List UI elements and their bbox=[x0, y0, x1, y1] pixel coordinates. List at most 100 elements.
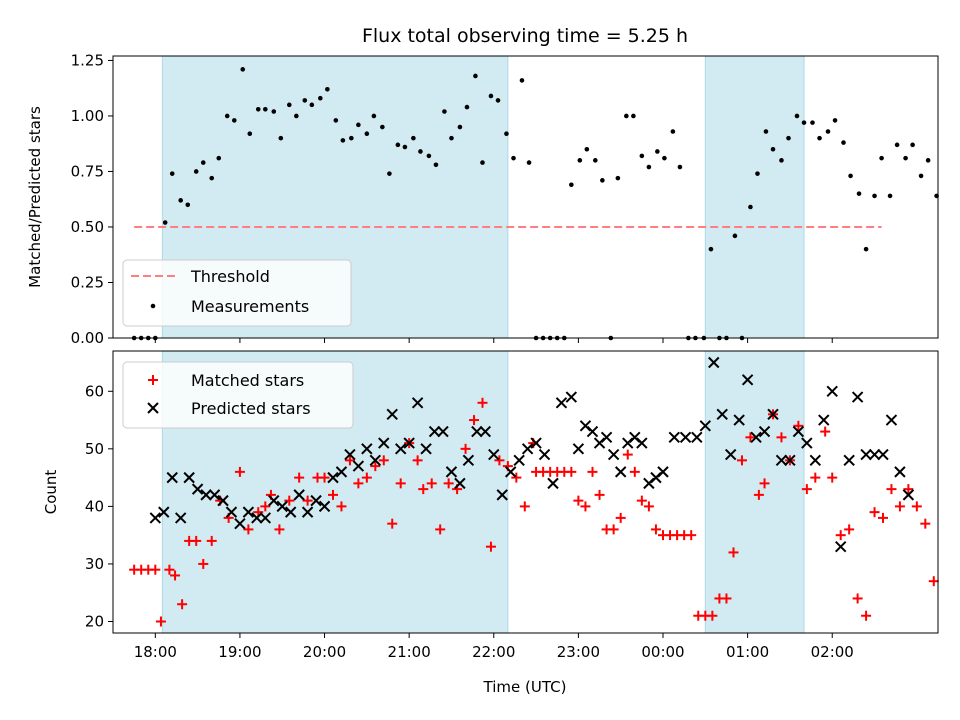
legend-predicted-marker bbox=[147, 402, 159, 414]
matched-star-point bbox=[353, 478, 364, 489]
measurement-point bbox=[801, 120, 807, 125]
predicted-star-point bbox=[208, 489, 221, 501]
measurement-point bbox=[879, 155, 884, 161]
matched-star-point bbox=[418, 484, 429, 495]
predicted-star-point bbox=[411, 397, 424, 409]
legend-matched-label: Matched stars bbox=[191, 371, 304, 390]
matched-star-point bbox=[869, 507, 880, 518]
predicted-star-point bbox=[225, 506, 238, 518]
predicted-star-point bbox=[691, 431, 703, 444]
measurement-point bbox=[646, 164, 652, 170]
top-x-ticks bbox=[154, 338, 833, 343]
legend-threshold-label: Threshold bbox=[190, 267, 270, 286]
measurement-point bbox=[209, 175, 215, 181]
top-legend-box bbox=[122, 259, 352, 327]
predicted-star-point bbox=[843, 454, 855, 467]
matched-star-point bbox=[344, 455, 355, 466]
predicted-star-point bbox=[860, 448, 872, 461]
measurement-point bbox=[894, 142, 900, 148]
predicted-star-point bbox=[378, 437, 390, 449]
predicted-star-point bbox=[242, 506, 255, 518]
predicted-star-point bbox=[834, 540, 847, 553]
measurement-point bbox=[910, 142, 915, 148]
matched-star-point bbox=[827, 472, 838, 483]
matched-star-point bbox=[928, 576, 939, 587]
matched-star-point bbox=[284, 495, 295, 506]
matched-star-point bbox=[844, 524, 855, 535]
matched-star-point bbox=[426, 478, 437, 489]
matched-star-point bbox=[460, 443, 471, 454]
top-axes-frame bbox=[112, 55, 939, 339]
matched-star-point bbox=[519, 501, 530, 512]
measurement-point bbox=[825, 129, 831, 134]
predicted-star-point bbox=[361, 443, 373, 455]
matched-star-point bbox=[328, 489, 338, 500]
matched-star-point bbox=[594, 489, 605, 500]
predicted-star-point bbox=[200, 489, 212, 501]
bottom-y-tick-label: 40 bbox=[85, 497, 104, 515]
top-y-axis-label: Matched/Predicted stars bbox=[26, 106, 44, 288]
matched-star-point bbox=[155, 616, 166, 627]
matched-star-point bbox=[615, 512, 626, 523]
predicted-star-point bbox=[792, 425, 805, 438]
predicted-star-point bbox=[530, 437, 542, 449]
top-legend: Threshold Measurements bbox=[122, 259, 352, 327]
predicted-star-point bbox=[636, 437, 648, 449]
bottom-y-tick-label: 60 bbox=[85, 382, 104, 400]
matched-star-point bbox=[177, 599, 188, 610]
top-y-tick-label: 1.25 bbox=[71, 51, 104, 69]
top-y-tick-label: 0.25 bbox=[71, 273, 104, 291]
predicted-star-point bbox=[284, 506, 297, 518]
predicted-star-point bbox=[462, 454, 475, 467]
measurement-point bbox=[600, 178, 605, 183]
predicted-star-point bbox=[149, 512, 162, 524]
measurement-point bbox=[670, 129, 676, 134]
predicted-star-point bbox=[758, 425, 771, 438]
matched-star-point bbox=[260, 501, 271, 512]
predicted-star-point bbox=[276, 500, 288, 513]
matched-star-point bbox=[707, 610, 718, 621]
legend-matched-marker bbox=[148, 375, 158, 385]
measurement-point bbox=[903, 155, 908, 161]
measurement-point bbox=[178, 198, 183, 203]
matched-star-point bbox=[721, 593, 732, 604]
top-y-tick-label: 1.00 bbox=[71, 107, 104, 125]
predicted-star-point bbox=[352, 460, 365, 472]
bottom-plot-area bbox=[129, 356, 939, 627]
measurement-point bbox=[286, 102, 292, 108]
measurement-point bbox=[677, 164, 683, 170]
predicted-star-point bbox=[217, 494, 229, 507]
measurement-point bbox=[856, 191, 862, 196]
matched-star-point bbox=[622, 449, 633, 460]
x-tick-label: 01:00 bbox=[726, 643, 769, 661]
predicted-star-point bbox=[614, 466, 627, 478]
bottom-shaded-interval bbox=[705, 351, 805, 633]
matched-star-point bbox=[206, 535, 217, 546]
top-panel: 0.00 0.25 0.50 0.75 1.00 1.25 Matched/Predict… bbox=[26, 51, 939, 347]
predicted-star-point bbox=[428, 425, 441, 438]
matched-star-point bbox=[274, 524, 285, 535]
predicted-star-point bbox=[327, 471, 339, 484]
matched-star-point bbox=[920, 518, 931, 529]
predicted-star-point bbox=[335, 466, 348, 478]
predicted-star-point bbox=[420, 443, 432, 455]
matched-star-point bbox=[852, 593, 863, 604]
measurement-point bbox=[294, 113, 299, 119]
matched-star-point bbox=[643, 501, 654, 512]
predicted-star-point bbox=[708, 356, 720, 369]
matched-star-point bbox=[861, 610, 872, 621]
matched-star-point bbox=[361, 472, 372, 483]
predicted-star-point bbox=[894, 466, 906, 478]
predicted-star-point bbox=[166, 471, 178, 484]
predicted-star-point bbox=[174, 512, 187, 524]
predicted-star-point bbox=[555, 397, 568, 409]
matched-star-point bbox=[608, 524, 619, 535]
predicted-star-point bbox=[454, 477, 466, 490]
measurement-point bbox=[770, 146, 776, 152]
bottom-y-tick-label: 30 bbox=[85, 555, 104, 573]
measurement-point bbox=[185, 202, 191, 208]
measurement-point bbox=[402, 144, 408, 150]
measurement-point bbox=[247, 131, 253, 137]
predicted-star-point bbox=[741, 374, 754, 386]
predicted-star-point bbox=[699, 420, 712, 432]
